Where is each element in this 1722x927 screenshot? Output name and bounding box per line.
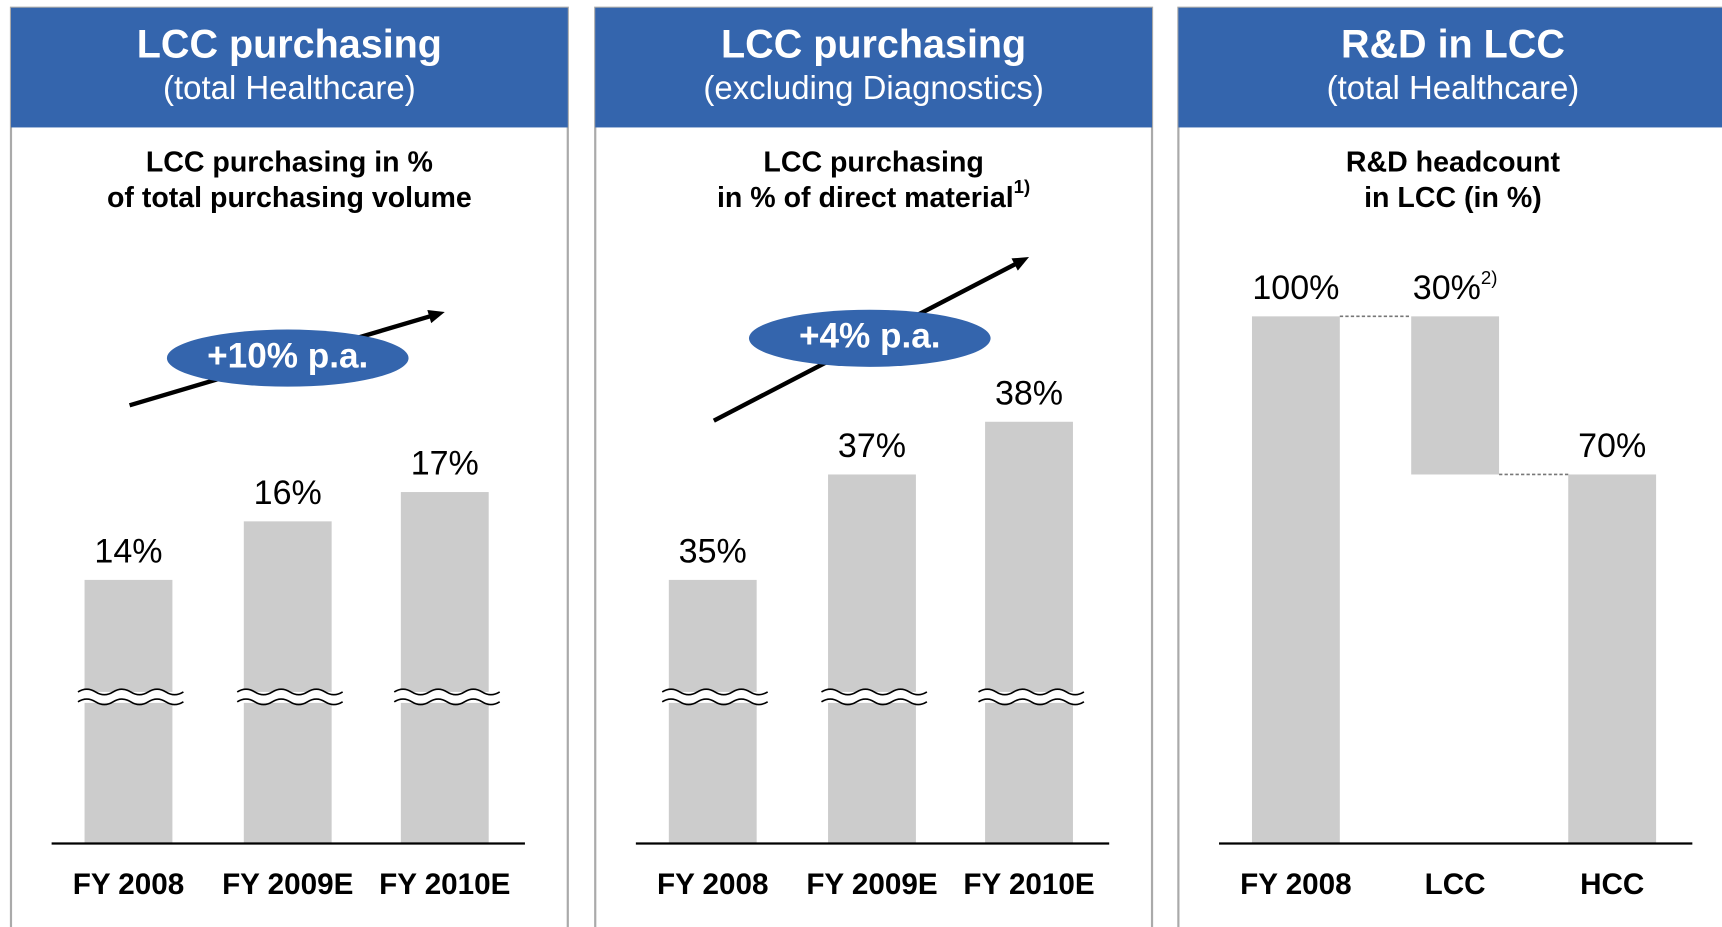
value-label: 17% — [411, 445, 479, 483]
axis-break-line — [821, 688, 928, 696]
value-label: 16% — [254, 474, 322, 512]
heading-line: in % of direct material — [717, 181, 1014, 213]
value-label: 30%2) — [1413, 267, 1498, 307]
value-label: 38% — [995, 374, 1063, 412]
panel-title: LCC purchasing — [721, 23, 1026, 67]
annotation-bubble — [748, 309, 991, 367]
arrow-head — [1011, 257, 1030, 271]
footnote-mark: 1) — [1014, 176, 1031, 197]
footnote-mark: 2) — [1481, 267, 1498, 288]
x-tick-label: FY 2008 — [73, 868, 185, 901]
axis-break-line — [77, 698, 184, 706]
heading-line: in LCC (in %) — [1364, 181, 1542, 213]
axis-break-line — [661, 698, 769, 706]
bar — [668, 579, 757, 844]
bar — [1251, 316, 1340, 844]
bar — [400, 492, 489, 844]
panel-header — [595, 7, 1153, 128]
value-text: 35% — [679, 533, 747, 571]
panel-subtitle: (total Healthcare) — [163, 69, 416, 106]
axis-break-gap — [237, 691, 343, 702]
axis-break-gap — [821, 691, 927, 702]
axis-break-gap — [77, 691, 184, 702]
bar — [243, 521, 332, 844]
axis-break-line — [821, 698, 928, 706]
annotation: +4% p.a. — [799, 317, 941, 356]
x-tick-label: LCC — [1425, 868, 1486, 901]
axis-break-gap — [978, 691, 1084, 702]
chart-heading: of total purchasing volume — [107, 181, 472, 213]
x-tick-label: FY 2008 — [657, 868, 769, 901]
bar — [828, 474, 916, 844]
heading-line: of total purchasing volume — [107, 181, 472, 213]
axis-break-line — [236, 698, 344, 706]
axis-break-line — [978, 698, 1085, 706]
axis-break-gap — [394, 691, 500, 702]
panel-header — [1178, 7, 1722, 128]
value-text: 100% — [1252, 269, 1339, 307]
chart-heading: in % of direct material1) — [717, 176, 1030, 214]
value-text: 37% — [838, 427, 906, 465]
x-tick-label: HCC — [1580, 868, 1644, 901]
axis-break-line — [236, 688, 344, 696]
heading-line: R&D headcount — [1346, 146, 1561, 178]
x-tick-label: FY 2010E — [379, 868, 510, 901]
value-label: 100% — [1252, 269, 1339, 307]
x-tick-label: FY 2010E — [963, 868, 1094, 901]
panel-title: R&D in LCC — [1341, 23, 1565, 67]
value-text: 38% — [995, 374, 1063, 412]
heading-line: LCC purchasing in % — [146, 146, 433, 178]
axis-break-line — [393, 698, 501, 706]
bar — [985, 421, 1073, 844]
chart-heading: LCC purchasing — [763, 146, 983, 178]
bar — [84, 579, 173, 844]
value-label: 35% — [679, 533, 747, 571]
heading-line: LCC purchasing — [763, 146, 983, 178]
panel-title: LCC purchasing — [137, 23, 442, 67]
bar — [1411, 316, 1500, 475]
axis-break-line — [978, 688, 1085, 696]
x-tick-label: FY 2008 — [1240, 868, 1352, 901]
chart-heading: in LCC (in %) — [1364, 181, 1542, 213]
bar — [1568, 474, 1657, 844]
panel-header — [10, 7, 568, 128]
panel-subtitle: (total Healthcare) — [1327, 69, 1580, 106]
annotation: +10% p.a. — [207, 336, 368, 375]
value-text: 30% — [1413, 269, 1481, 307]
value-text: 17% — [411, 445, 479, 483]
panel-subtitle: (excluding Diagnostics) — [703, 69, 1044, 106]
value-text: 70% — [1578, 427, 1646, 465]
value-text: 16% — [254, 474, 322, 512]
arrow-head — [427, 309, 445, 324]
x-tick-label: FY 2009E — [806, 868, 937, 901]
axis-break-line — [661, 688, 769, 696]
annotation-bubble — [166, 329, 409, 387]
value-label: 37% — [838, 427, 906, 465]
axis-break-line — [393, 688, 501, 696]
axis-break-gap — [662, 691, 768, 702]
chart-heading: R&D headcount — [1346, 146, 1561, 178]
axis-break-line — [77, 688, 184, 696]
value-label: 70% — [1578, 427, 1646, 465]
chart-heading: LCC purchasing in % — [146, 146, 433, 178]
value-text: 14% — [94, 533, 162, 571]
value-label: 14% — [94, 533, 162, 571]
x-tick-label: FY 2009E — [222, 868, 353, 901]
